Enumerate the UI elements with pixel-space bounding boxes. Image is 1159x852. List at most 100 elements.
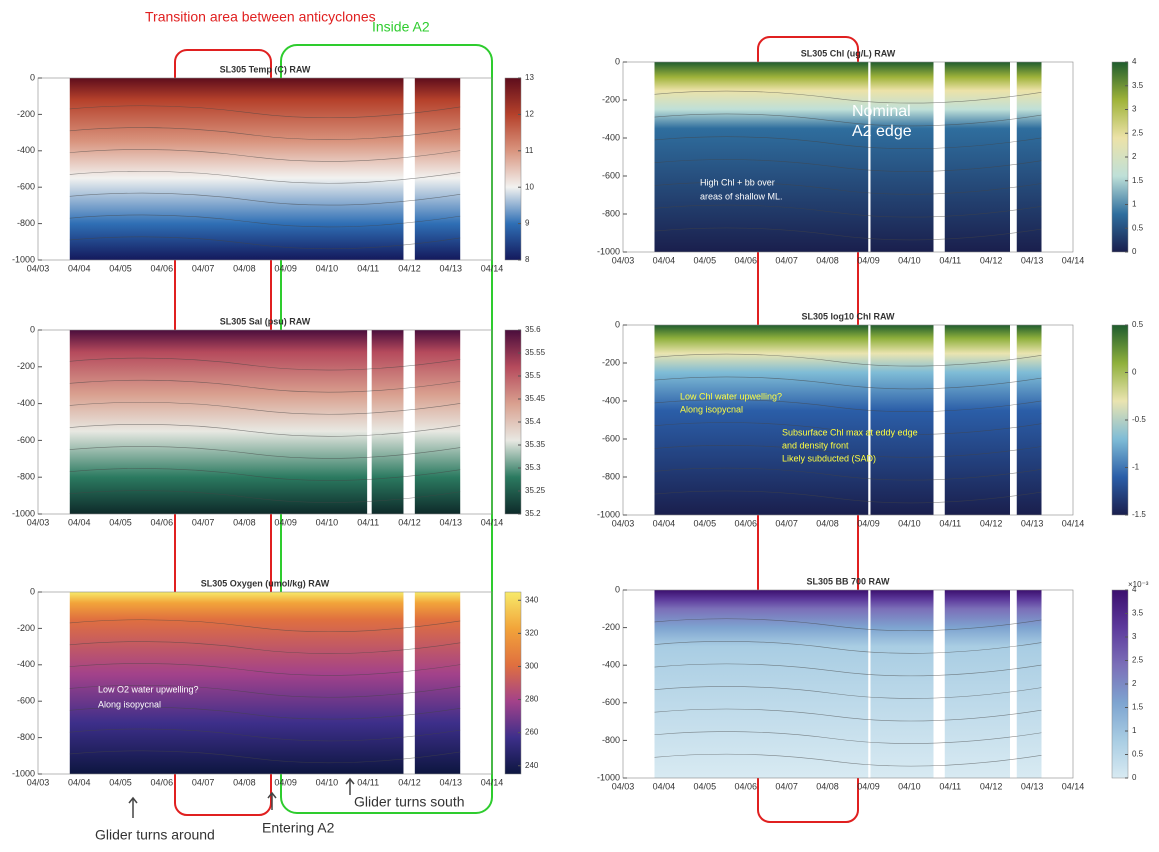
plot-frame	[622, 324, 1074, 516]
isopycnal	[654, 686, 1042, 699]
panel-annotation: and density front	[782, 440, 849, 450]
x-tick-label: 04/05	[694, 255, 717, 265]
isopycnal	[69, 192, 461, 206]
isopycnal	[69, 728, 461, 742]
colorbar-tick-label: 320	[525, 628, 539, 637]
panel-annotation: Likely subducted (SAD)	[782, 453, 876, 463]
data-gap	[868, 325, 871, 515]
x-tick-label: 04/08	[233, 263, 256, 273]
isopycnal	[69, 401, 461, 415]
isopycnal	[654, 445, 1042, 458]
y-tick-label: -600	[602, 433, 620, 443]
colorbar-tick-label: 35.5	[525, 371, 541, 380]
isopycnal	[654, 422, 1042, 435]
isopycnal	[654, 353, 1042, 367]
y-tick-label: -400	[17, 659, 35, 669]
y-tick-label: 0	[615, 56, 620, 66]
y-tick-label: -800	[602, 471, 620, 481]
y-tick-label: -400	[602, 132, 620, 142]
x-tick-label: 04/07	[192, 777, 215, 787]
isopycnal	[654, 136, 1042, 149]
y-tick-label: -200	[17, 623, 35, 633]
y-tick-label: -1000	[12, 254, 35, 264]
isopycnal	[69, 641, 461, 654]
y-tick-label: -1000	[597, 246, 620, 256]
data-gap	[933, 62, 945, 252]
isopycnal	[654, 90, 1042, 104]
data-gap	[933, 325, 945, 515]
x-tick-label: 04/09	[857, 781, 880, 791]
panel-annotation: Nominal	[852, 103, 911, 120]
annotation: Entering A2	[262, 820, 335, 836]
panel-title: SL305 log10 Chl RAW	[801, 311, 895, 321]
colorbar-tick-label: 3	[1132, 105, 1137, 114]
x-tick-label: 04/12	[980, 255, 1003, 265]
x-tick-label: 04/07	[775, 781, 798, 791]
x-tick-label: 04/14	[1062, 255, 1085, 265]
isopycnal	[69, 490, 461, 503]
plot-frame	[622, 589, 1074, 779]
isopycnal	[654, 641, 1042, 654]
y-tick-label: -600	[602, 170, 620, 180]
isopycnal	[654, 182, 1042, 195]
panel-annotation: Along isopycnal	[680, 404, 743, 414]
isopycnal	[69, 706, 461, 720]
x-tick-label: 04/14	[1062, 781, 1085, 791]
colorbar-tick-label: 4	[1132, 57, 1137, 66]
y-tick-label: -200	[602, 357, 620, 367]
colorbar-tick-label: 0.5	[1132, 750, 1144, 759]
section-field	[654, 590, 1042, 778]
colorbar-tick-label: 4	[1132, 585, 1137, 594]
isopycnal	[69, 424, 461, 437]
x-tick-label: 04/10	[898, 781, 921, 791]
x-tick-label: 04/10	[316, 517, 339, 527]
data-gap	[367, 330, 372, 514]
x-tick-label: 04/13	[439, 517, 462, 527]
y-tick-label: 0	[30, 324, 35, 334]
panel-title: SL305 Chl (ug/L) RAW	[801, 48, 896, 58]
arrow-head	[128, 796, 138, 804]
isopycnal	[654, 618, 1042, 632]
x-tick-label: 04/06	[151, 777, 174, 787]
x-tick-label: 04/06	[734, 781, 757, 791]
x-tick-label: 04/05	[109, 263, 132, 273]
x-tick-label: 04/12	[980, 518, 1003, 528]
x-tick-label: 04/11	[357, 517, 379, 527]
x-tick-label: 04/08	[816, 518, 839, 528]
isopycnal	[69, 357, 461, 371]
colorbar-tick-label: 10	[525, 182, 534, 191]
isopycnal	[654, 467, 1042, 481]
panel-annotation: Low O2 water upwelling?	[98, 684, 199, 694]
colorbar-unit: ×10⁻³	[1128, 580, 1149, 589]
colorbar-tick-label: 35.3	[525, 463, 541, 472]
x-tick-label: 04/11	[357, 777, 379, 787]
panel-title: SL305 Oxygen (umol/kg) RAW	[201, 578, 330, 588]
x-tick-label: 04/14	[1062, 518, 1085, 528]
x-tick-label: 04/10	[316, 263, 339, 273]
y-tick-label: -1000	[597, 509, 620, 519]
colorbar-tick-label: 35.2	[525, 509, 541, 518]
x-tick-label: 04/13	[1021, 518, 1044, 528]
x-tick-label: 04/04	[653, 255, 676, 265]
colorbar-tick-label: 0	[1132, 368, 1137, 377]
x-tick-label: 04/03	[612, 255, 635, 265]
x-tick-label: 04/07	[192, 263, 215, 273]
isopycnal	[69, 750, 461, 764]
x-tick-label: 04/11	[939, 781, 961, 791]
x-tick-label: 04/07	[775, 255, 798, 265]
y-tick-label: -200	[602, 94, 620, 104]
y-tick-label: 0	[30, 586, 35, 596]
y-tick-label: -600	[17, 435, 35, 445]
x-tick-label: 04/11	[939, 518, 961, 528]
x-tick-label: 04/04	[68, 263, 91, 273]
colorbar-tick-label: 2	[1132, 679, 1137, 688]
isopycnal	[654, 753, 1042, 767]
y-tick-label: -200	[17, 109, 35, 119]
data-gap	[403, 592, 415, 774]
isopycnal	[654, 204, 1042, 218]
panel-annotation: Along isopycnal	[98, 699, 161, 709]
data-gap	[933, 590, 945, 778]
colorbar-tick-label: 3.5	[1132, 81, 1144, 90]
y-tick-label: -400	[602, 660, 620, 670]
